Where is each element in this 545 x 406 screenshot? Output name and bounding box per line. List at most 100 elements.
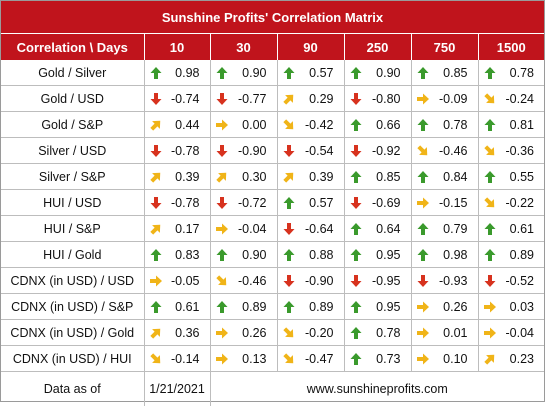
correlation-cell: -0.52 <box>478 268 544 294</box>
correlation-cell: -0.46 <box>210 268 277 294</box>
right-arrow-icon <box>412 300 430 314</box>
correlation-value: -0.42 <box>296 118 344 132</box>
footer-row: Data as of 1/21/2021 www.sunshineprofits… <box>1 372 544 406</box>
row-label: Gold / USD <box>1 86 144 112</box>
correlation-cell: 0.26 <box>411 294 478 320</box>
correlation-cell: -0.20 <box>277 320 344 346</box>
correlation-value: 0.44 <box>163 118 210 132</box>
down-arrow-icon <box>278 144 296 158</box>
up-arrow-icon <box>145 300 163 314</box>
correlation-value: -0.24 <box>497 92 545 106</box>
correlation-value: 0.84 <box>430 170 478 184</box>
correlation-cell: -0.42 <box>277 112 344 138</box>
up-arrow-icon <box>345 170 363 184</box>
up-arrow-icon <box>479 118 497 132</box>
correlation-cell: 0.10 <box>411 346 478 372</box>
correlation-cell: -0.72 <box>210 190 277 216</box>
down-right-arrow-icon <box>479 144 497 158</box>
correlation-value: 0.78 <box>497 66 545 80</box>
up-arrow-icon <box>412 118 430 132</box>
correlation-cell: -0.04 <box>478 320 544 346</box>
down-arrow-icon <box>211 196 229 210</box>
correlation-cell: 0.78 <box>411 112 478 138</box>
correlation-value: -0.77 <box>229 92 277 106</box>
correlation-value: 0.39 <box>163 170 210 184</box>
up-arrow-icon <box>211 66 229 80</box>
column-header: 250 <box>344 34 411 60</box>
down-right-arrow-icon <box>145 352 163 366</box>
correlation-cell: -0.14 <box>144 346 210 372</box>
row-label: CDNX (in USD) / HUI <box>1 346 144 372</box>
correlation-value: -0.78 <box>163 196 210 210</box>
correlation-value: 0.29 <box>296 92 344 106</box>
data-as-of-label: Data as of <box>1 372 144 406</box>
correlation-value: 0.83 <box>163 248 210 262</box>
correlation-value: -0.20 <box>296 326 344 340</box>
up-right-arrow-icon <box>145 118 163 132</box>
correlation-value: 0.85 <box>363 170 411 184</box>
correlation-value: 0.79 <box>430 222 478 236</box>
correlation-cell: 0.78 <box>344 320 411 346</box>
correlation-cell: -0.78 <box>144 190 210 216</box>
down-arrow-icon <box>345 92 363 106</box>
correlation-value: -0.93 <box>430 274 478 288</box>
right-arrow-icon <box>211 326 229 340</box>
matrix-title: Sunshine Profits' Correlation Matrix <box>1 1 544 34</box>
correlation-cell: 0.83 <box>144 242 210 268</box>
correlation-value: -0.54 <box>296 144 344 158</box>
up-arrow-icon <box>278 66 296 80</box>
correlation-cell: 0.88 <box>277 242 344 268</box>
correlation-value: 0.89 <box>296 300 344 314</box>
correlation-value: 0.26 <box>229 326 277 340</box>
down-arrow-icon <box>345 274 363 288</box>
right-arrow-icon <box>479 300 497 314</box>
column-header: 90 <box>277 34 344 60</box>
correlation-cell: 0.55 <box>478 164 544 190</box>
up-arrow-icon <box>345 118 363 132</box>
row-label: Gold / S&P <box>1 112 144 138</box>
correlation-cell: 0.98 <box>411 242 478 268</box>
correlation-value: 0.95 <box>363 248 411 262</box>
data-date: 1/21/2021 <box>144 372 210 406</box>
up-right-arrow-icon <box>479 352 497 366</box>
correlation-cell: 0.79 <box>411 216 478 242</box>
correlation-cell: -0.90 <box>210 138 277 164</box>
header-row: Correlation \ Days 10 30 90 250 750 1500 <box>1 34 544 60</box>
up-arrow-icon <box>211 300 229 314</box>
column-header: 10 <box>144 34 210 60</box>
correlation-cell: 0.03 <box>478 294 544 320</box>
correlation-cell: -0.74 <box>144 86 210 112</box>
correlation-cell: 0.89 <box>277 294 344 320</box>
correlation-value: 0.66 <box>363 118 411 132</box>
up-arrow-icon <box>345 300 363 314</box>
correlation-value: 0.90 <box>363 66 411 80</box>
row-label: Silver / USD <box>1 138 144 164</box>
up-arrow-icon <box>211 248 229 262</box>
corner-header: Correlation \ Days <box>1 34 144 60</box>
down-right-arrow-icon <box>278 326 296 340</box>
up-arrow-icon <box>412 222 430 236</box>
correlation-value: 0.61 <box>497 222 545 236</box>
correlation-cell: 0.00 <box>210 112 277 138</box>
correlation-cell: -0.78 <box>144 138 210 164</box>
correlation-value: 0.10 <box>430 352 478 366</box>
correlation-cell: -0.04 <box>210 216 277 242</box>
correlation-value: 0.57 <box>296 66 344 80</box>
correlation-cell: 0.90 <box>344 60 411 86</box>
up-right-arrow-icon <box>145 222 163 236</box>
correlation-value: 0.03 <box>497 300 545 314</box>
correlation-cell: 0.78 <box>478 60 544 86</box>
correlation-cell: 0.81 <box>478 112 544 138</box>
correlation-value: 0.89 <box>497 248 545 262</box>
down-arrow-icon <box>412 274 430 288</box>
down-arrow-icon <box>278 222 296 236</box>
correlation-value: 0.64 <box>363 222 411 236</box>
right-arrow-icon <box>211 222 229 236</box>
up-arrow-icon <box>345 352 363 366</box>
correlation-value: -0.80 <box>363 92 411 106</box>
correlation-cell: 0.89 <box>210 294 277 320</box>
